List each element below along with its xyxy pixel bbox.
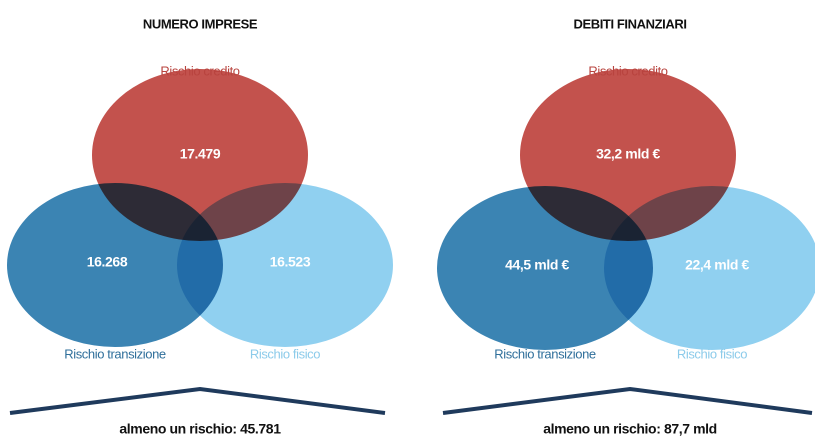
credit-risk-value: 32,2 mld €	[596, 146, 660, 162]
physical-risk-value: 22,4 mld €	[685, 257, 749, 273]
footer-total: almeno un rischio: 45.781	[119, 421, 281, 437]
transition-risk-value: 44,5 mld €	[505, 257, 569, 273]
credit-risk-set	[92, 69, 308, 241]
physical-risk-label: Rischio fisico	[250, 346, 320, 361]
credit-risk-set	[520, 69, 736, 241]
footer-chevron	[9, 386, 386, 415]
credit-risk-value: 17.479	[180, 146, 221, 162]
transition-risk-label: Rischio transizione	[494, 346, 596, 361]
credit-risk-label: Rischio credito	[160, 63, 239, 78]
venn-panel: DEBITI FINANZIARI Rischio credito Rischio …	[437, 16, 815, 437]
transition-risk-value: 16.268	[87, 254, 128, 270]
credit-risk-label: Rischio credito	[588, 63, 667, 78]
venn-sets	[437, 69, 815, 350]
physical-risk-value: 16.523	[270, 254, 311, 270]
venn-panel: NUMERO IMPRESE Rischio credito Rischio tra…	[7, 16, 393, 437]
footer-chevron	[442, 386, 813, 415]
transition-risk-label: Rischio transizione	[64, 346, 166, 361]
panel-title: DEBITI FINANZIARI	[573, 16, 686, 31]
venn-sets	[7, 69, 393, 347]
physical-risk-label: Rischio fisico	[677, 346, 747, 361]
footer-total: almeno un rischio: 87,7 mld	[543, 421, 717, 437]
panel-title: NUMERO IMPRESE	[143, 16, 258, 31]
